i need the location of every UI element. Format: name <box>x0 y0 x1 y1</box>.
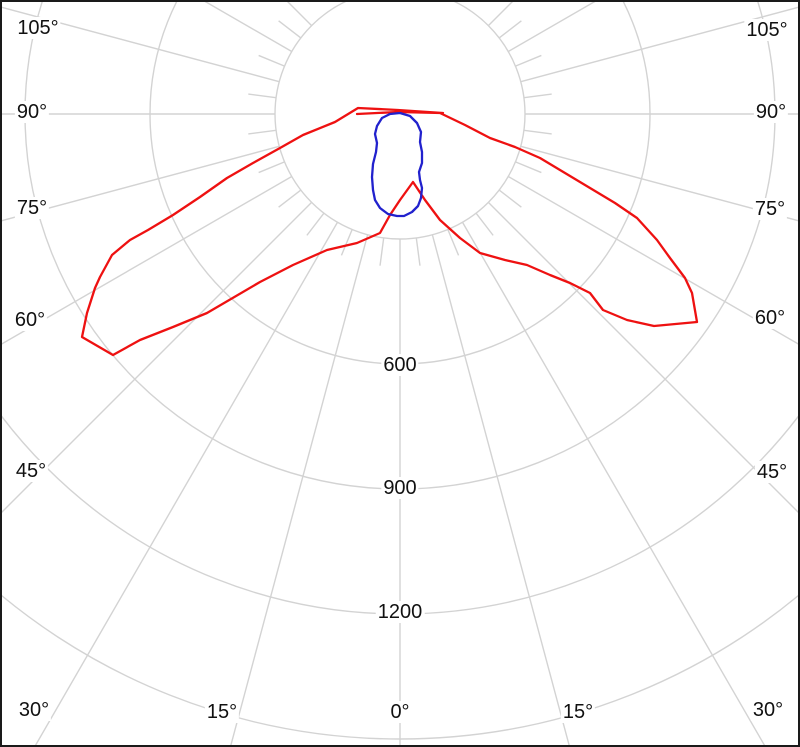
angle-tick-label: 30° <box>16 699 52 721</box>
angle-ray-major <box>2 145 280 222</box>
angle-ray-minor <box>515 54 542 67</box>
angle-tick-label: 75° <box>14 197 50 219</box>
angle-ray-minor <box>278 189 302 208</box>
angle-ray-minor <box>447 229 460 256</box>
angle-ray-major <box>2 6 280 83</box>
angle-tick-label: 60° <box>752 307 788 329</box>
angle-ray-major <box>520 6 798 83</box>
angle-ray-major <box>487 201 798 513</box>
angle-ray-minor <box>248 93 277 99</box>
angle-ray-major <box>230 234 369 745</box>
angle-ray-minor <box>515 161 542 174</box>
angle-tick-label: 75° <box>752 198 788 220</box>
angle-ray-minor <box>306 212 325 236</box>
angle-ray-minor <box>523 93 552 99</box>
angle-ray-minor <box>248 129 277 135</box>
angle-ray-minor <box>523 129 552 135</box>
angle-tick-label: 30° <box>750 699 786 721</box>
angle-ray-minor <box>278 20 302 39</box>
angle-ray-major <box>2 175 293 345</box>
angle-ray-minor <box>340 229 353 256</box>
angle-ray-major <box>34 221 339 745</box>
angle-tick-label: 15° <box>560 701 596 723</box>
angle-ray-minor <box>258 54 285 67</box>
angle-tick-label: 90° <box>753 101 789 123</box>
angle-ray-minor <box>258 161 285 174</box>
angle-ray-minor <box>379 237 385 266</box>
angle-ray-minor <box>498 20 522 39</box>
ring-tick-label: 600 <box>381 354 419 376</box>
angle-tick-label: 60° <box>12 309 48 331</box>
angle-ray-major <box>2 201 313 513</box>
angle-tick-label: 45° <box>13 460 49 482</box>
ring-tick-label: 1200 <box>375 601 425 623</box>
angle-tick-label: 90° <box>14 101 50 123</box>
angle-ray-minor <box>475 212 494 236</box>
angle-tick-label: 105° <box>744 19 790 41</box>
angle-tick-label: 105° <box>15 17 61 39</box>
angle-ray-major <box>461 221 766 745</box>
angle-ray-minor <box>415 237 421 266</box>
angle-ray-major <box>507 175 798 345</box>
angle-tick-label: 0° <box>388 701 412 723</box>
angle-tick-label: 15° <box>204 701 240 723</box>
angle-ray-minor <box>498 189 522 208</box>
angle-ray-major <box>431 234 570 745</box>
angle-tick-label: 45° <box>754 461 790 483</box>
angle-ray-major <box>520 145 798 222</box>
curve-c0-c180 <box>80 106 699 357</box>
ring-tick-label: 900 <box>381 477 419 499</box>
curve-c90-c270 <box>370 111 424 218</box>
